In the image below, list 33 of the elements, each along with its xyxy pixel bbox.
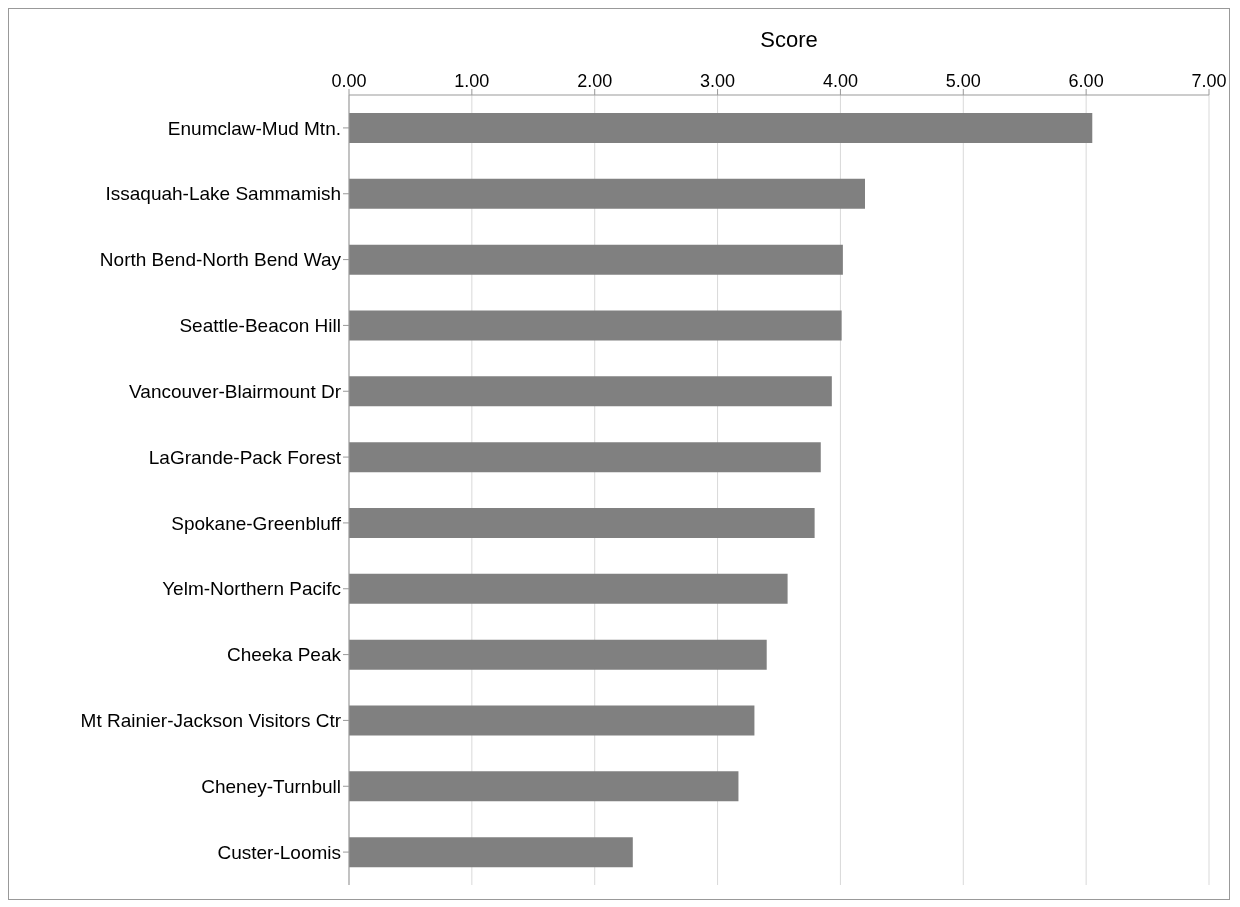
bar	[349, 376, 832, 407]
bar	[349, 113, 1093, 143]
x-axis-title: Score	[759, 26, 819, 54]
x-tick-label: 1.00	[454, 71, 490, 91]
y-tick-label: Vancouver-Blairmount Dr	[129, 380, 342, 402]
x-tick-label: 6.00	[1068, 71, 1104, 91]
bar	[349, 178, 865, 209]
y-tick-label: LaGrande-Pack Forest	[148, 446, 342, 468]
x-tick-label: 7.00	[1191, 71, 1227, 91]
y-tick-label: Yelm-Northern Pacifc	[162, 578, 341, 600]
y-tick-label: Enumclaw-Mud Mtn.	[167, 117, 341, 139]
x-tick-label: 4.00	[822, 71, 858, 91]
x-tick-label: 3.00	[700, 71, 736, 91]
y-tick-label: Spokane-Greenbluff	[171, 512, 342, 534]
bar	[349, 639, 767, 670]
x-tick-label: 5.00	[945, 71, 981, 91]
y-tick-label: Cheney-Turnbull	[201, 775, 341, 797]
bar	[349, 442, 821, 473]
y-tick-label: Custer-Loomis	[217, 841, 341, 863]
y-tick-label: Seattle-Beacon Hill	[179, 315, 341, 337]
bar	[349, 705, 755, 736]
bar	[349, 573, 788, 604]
y-tick-label: Issaquah-Lake Sammamish	[105, 183, 341, 205]
bar	[349, 310, 842, 341]
bar	[349, 244, 843, 275]
bar	[349, 771, 739, 802]
bar	[349, 837, 633, 868]
y-tick-label: Mt Rainier-Jackson Visitors Ctr	[80, 710, 342, 732]
y-tick-label: North Bend-North Bend Way	[99, 249, 342, 271]
x-tick-label: 0.00	[331, 71, 367, 91]
x-tick-label: 2.00	[577, 71, 613, 91]
bar	[349, 508, 815, 538]
y-tick-label: Cheeka Peak	[226, 644, 342, 666]
